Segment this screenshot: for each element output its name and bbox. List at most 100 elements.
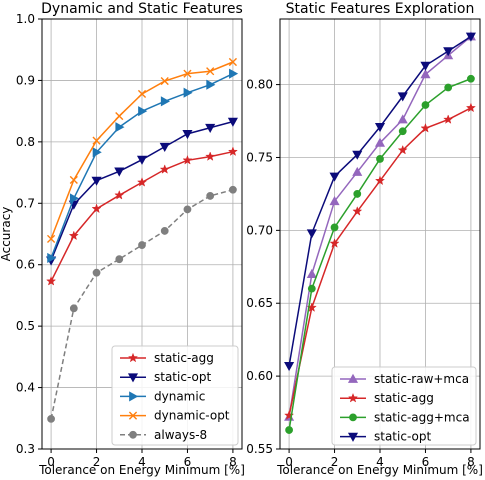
y-tick-label: 0.6 (16, 258, 35, 272)
data-point (183, 205, 192, 214)
data-point (115, 111, 124, 121)
y-tick-label: 0.8 (16, 135, 35, 149)
series-static-agg (46, 146, 238, 286)
legend-label: static-raw+mca (374, 372, 469, 386)
data-point (69, 304, 78, 313)
legend-label: static-opt (154, 370, 211, 384)
legend: static-raw+mca static-agg static-agg+mca st… (331, 366, 477, 446)
x-tick-label: 6 (184, 455, 192, 469)
data-point (285, 426, 293, 434)
legend-box (111, 345, 239, 446)
legend-marker (128, 411, 138, 420)
data-point (159, 142, 170, 153)
y-tick-label: 0.80 (246, 78, 273, 92)
y-tick-label: 0.60 (246, 369, 273, 383)
y-tick-label: 0.75 (246, 150, 273, 164)
legend-label: static-opt (374, 430, 431, 444)
y-tick-label: 0.55 (246, 442, 273, 456)
y-tick-label: 0.70 (246, 223, 273, 237)
data-point (420, 69, 431, 79)
y-axis-label: Accuracy (0, 207, 13, 262)
series-static-opt (284, 32, 476, 372)
y-tick-label: 0.3 (16, 442, 35, 456)
data-point (160, 76, 169, 86)
data-point (92, 147, 102, 158)
data-point (227, 146, 238, 156)
data-point (397, 92, 408, 102)
data-point (47, 415, 55, 423)
x-axis-label: Tolerance on Energy Minimum [%] (276, 463, 483, 477)
data-point (115, 255, 124, 264)
data-point (115, 122, 125, 133)
data-point (229, 68, 239, 79)
x-tick-label: 8 (467, 455, 475, 469)
data-point (329, 238, 340, 248)
x-axis-label: Tolerance on Energy Minimum [%] (38, 463, 245, 477)
x-tick-label: 4 (376, 455, 384, 469)
data-point (284, 362, 295, 372)
data-point (69, 175, 78, 185)
y-tick-label: 0.7 (16, 196, 35, 210)
legend-marker (127, 352, 139, 363)
data-point (444, 83, 453, 92)
data-point (421, 101, 430, 109)
data-point (306, 268, 317, 278)
data-point (330, 223, 339, 232)
data-point (398, 127, 407, 136)
data-point (306, 229, 317, 239)
data-point (46, 234, 56, 244)
data-point (352, 150, 363, 160)
data-point (465, 102, 476, 113)
data-point (160, 227, 169, 235)
series-static-agg (284, 102, 476, 420)
data-point (114, 167, 125, 177)
chart-right: 0 2 4 6 8 0.55 0.60 0.65 0.70 0.75 0.80 Static Feat… (246, 1, 483, 477)
legend-marker (129, 430, 137, 439)
x-tick-label: 0 (285, 455, 293, 469)
legend-label: static-agg+mca (374, 410, 470, 424)
data-point (352, 166, 363, 176)
legend-marker (347, 373, 359, 383)
data-point (92, 268, 101, 277)
legend-label: dynamic (154, 389, 205, 403)
data-point (114, 189, 125, 200)
x-tick-label: 2 (331, 455, 339, 469)
data-point (206, 79, 216, 90)
x-tick-label: 4 (138, 455, 146, 469)
data-point (227, 117, 238, 127)
legend-box (331, 366, 477, 446)
x-tick-label: 0 (47, 455, 55, 469)
data-point (443, 47, 454, 57)
series-dynamic-opt (46, 57, 238, 244)
legend-marker (127, 373, 139, 383)
data-point (182, 154, 193, 165)
data-point (420, 61, 431, 71)
data-point (205, 151, 216, 161)
series-static-agg+mca (285, 74, 475, 434)
legend-label: static-agg (154, 351, 214, 365)
data-point (397, 114, 408, 124)
data-point (68, 230, 79, 241)
x-tick-label: 8 (229, 455, 237, 469)
data-point (353, 190, 362, 198)
data-point (183, 69, 192, 78)
data-point (465, 32, 476, 42)
data-point (420, 122, 431, 133)
data-point (228, 57, 238, 67)
data-point (136, 177, 148, 187)
data-point (138, 241, 146, 249)
data-point (69, 193, 80, 204)
data-point (329, 172, 340, 182)
chart-title: Dynamic and Static Features (41, 1, 243, 17)
legend-label: always-8 (154, 428, 207, 442)
data-point (397, 144, 408, 155)
legend: static-agg static-opt dynamic dynamic-opt al… (111, 345, 239, 446)
data-point (182, 130, 193, 140)
data-point (443, 114, 454, 124)
data-point (47, 252, 57, 264)
data-point (92, 136, 101, 145)
y-tick-label: 0.65 (246, 296, 273, 310)
data-point (374, 175, 386, 186)
legend-marker (129, 391, 139, 402)
